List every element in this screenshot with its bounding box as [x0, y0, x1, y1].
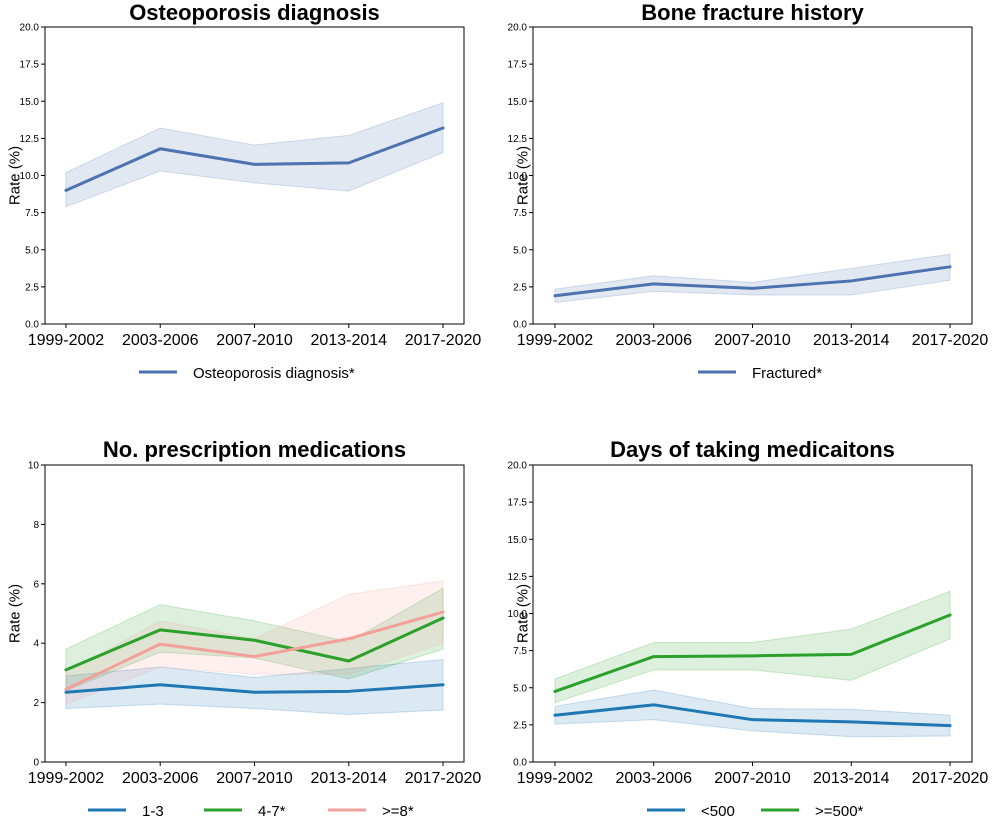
y-tick-label: 7.5: [25, 208, 39, 219]
plot-frame: [532, 26, 973, 325]
y-tick-label: 4: [33, 639, 39, 650]
y-tick-label: 10.0: [508, 609, 528, 620]
x-tick-label: 1999-2002: [517, 770, 594, 787]
x-tick-label: 2007-2010: [216, 770, 293, 787]
confidence-band-3: [65, 580, 444, 705]
confidence-band-1: [554, 689, 951, 738]
y-tick-label: 17.5: [20, 60, 40, 71]
x-tick-label: 2017-2020: [912, 770, 989, 787]
y-tick-label: 7.5: [513, 646, 527, 657]
y-tick-label: 15.0: [508, 97, 528, 108]
x-tick-label: 2013-2014: [813, 770, 890, 787]
legend-label: <500: [701, 803, 735, 820]
y-tick-label: 10.0: [508, 171, 528, 182]
legend-label: Fractured*: [752, 365, 822, 382]
x-tick-label: 2017-2020: [405, 332, 482, 349]
x-tick-label: 2003-2006: [122, 332, 199, 349]
y-tick-label: 8: [33, 520, 39, 531]
y-tick-label: 17.5: [508, 60, 528, 71]
chart-panel-3: No. prescription medications Rate (%) 0 2 4 6…: [7, 437, 482, 820]
chart-panel-1: Osteoporosis diagnosis Rate (%) 0.0 2.5 5.0 7…: [7, 0, 482, 382]
chart-panel-4: Days of taking medicaitons Rate (%) 0.0 2.5…: [508, 437, 989, 820]
x-tick-label: 2017-2020: [405, 770, 482, 787]
legend-label: 4-7*: [258, 803, 286, 820]
confidence-band-1: [65, 102, 444, 208]
chart-title: Bone fracture history: [641, 0, 864, 25]
x-tick-label: 2007-2010: [714, 770, 791, 787]
y-tick-label: 7.5: [513, 208, 527, 219]
x-tick-label: 2007-2010: [216, 332, 293, 349]
y-tick-label: 12.5: [508, 572, 528, 583]
y-tick-label: 5.0: [25, 245, 39, 256]
y-tick-label: 10.0: [20, 171, 40, 182]
confidence-band-2: [554, 590, 951, 704]
x-tick-label: 2017-2020: [912, 332, 989, 349]
confidence-band-1: [65, 658, 444, 715]
confidence-band-1: [554, 253, 951, 304]
y-tick-label: 20.0: [20, 23, 40, 34]
x-tick-label: 2013-2014: [311, 770, 388, 787]
plot-frame: [532, 464, 973, 763]
x-tick-label: 1999-2002: [28, 332, 105, 349]
y-tick-label: 20.0: [508, 461, 528, 472]
y-tick-label: 2: [33, 698, 39, 709]
y-tick-label: 0.0: [513, 320, 527, 331]
y-tick-label: 10: [28, 461, 40, 472]
x-tick-label: 2003-2006: [615, 332, 692, 349]
x-tick-label: 2013-2014: [311, 332, 388, 349]
y-tick-label: 0: [33, 758, 39, 769]
legend-label: >=8*: [382, 803, 414, 820]
x-tick-label: 1999-2002: [28, 770, 105, 787]
x-tick-label: 2013-2014: [813, 332, 890, 349]
plot-frame: [44, 464, 465, 763]
y-tick-label: 2.5: [513, 282, 527, 293]
y-tick-label: 20.0: [508, 23, 528, 34]
y-tick-label: 0.0: [25, 320, 39, 331]
chart-title: No. prescription medications: [103, 437, 406, 462]
x-tick-label: 2003-2006: [615, 770, 692, 787]
y-tick-label: 2.5: [513, 720, 527, 731]
y-axis-label: Rate (%): [7, 146, 24, 205]
y-tick-label: 5.0: [513, 683, 527, 694]
y-tick-label: 6: [33, 579, 39, 590]
y-tick-label: 0.0: [513, 758, 527, 769]
y-axis-label: Rate (%): [515, 146, 532, 205]
y-tick-label: 2.5: [25, 282, 39, 293]
chart-title: Days of taking medicaitons: [610, 437, 895, 462]
plot-frame: [44, 26, 465, 325]
legend-label: >=500*: [815, 803, 864, 820]
legend-label: Osteoporosis diagnosis*: [193, 365, 355, 382]
x-tick-label: 2003-2006: [122, 770, 199, 787]
y-tick-label: 15.0: [20, 97, 40, 108]
legend-label: 1-3: [142, 803, 164, 820]
chart-panel-2: Bone fracture history Rate (%) 0.0 2.5 5.0 7.…: [508, 0, 989, 382]
y-tick-label: 5.0: [513, 245, 527, 256]
y-tick-label: 17.5: [508, 498, 528, 509]
y-tick-label: 15.0: [508, 535, 528, 546]
chart-title: Osteoporosis diagnosis: [129, 0, 380, 25]
y-axis-label: Rate (%): [515, 584, 532, 643]
y-axis-label: Rate (%): [7, 584, 24, 643]
y-tick-label: 12.5: [508, 134, 528, 145]
x-tick-label: 1999-2002: [517, 332, 594, 349]
x-tick-label: 2007-2010: [714, 332, 791, 349]
y-tick-label: 12.5: [20, 134, 40, 145]
